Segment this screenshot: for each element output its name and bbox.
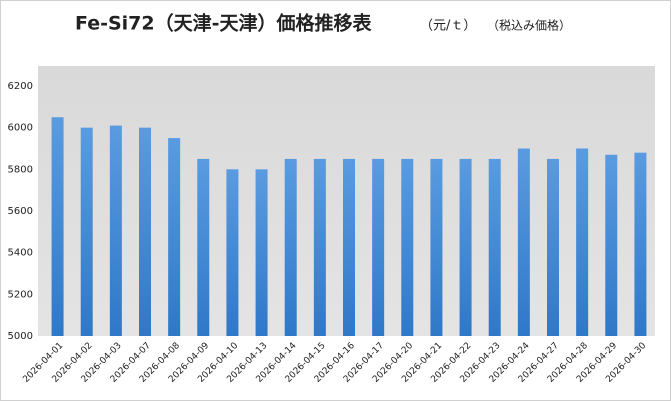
bar <box>313 158 326 336</box>
bar <box>459 158 472 336</box>
bar <box>488 158 501 336</box>
y-tick-label: 5200 <box>8 289 33 300</box>
bar <box>197 158 210 336</box>
y-tick-label: 5800 <box>8 164 33 175</box>
bar <box>634 152 647 336</box>
unit: （元/ｔ） <box>420 19 476 34</box>
y-tick-label: 5600 <box>8 206 33 217</box>
chart-title: Fe-Si72（天津-天津）価格推移表 <box>75 12 373 35</box>
y-tick-label: 6000 <box>8 123 33 134</box>
bar <box>255 169 268 336</box>
bar <box>517 148 530 336</box>
bar <box>401 158 414 336</box>
bar <box>343 158 355 336</box>
bar <box>109 125 122 336</box>
note: （税込み価格） <box>487 18 571 33</box>
y-tick-label: 6200 <box>8 81 33 92</box>
bar <box>372 158 385 336</box>
bar <box>139 127 151 337</box>
bar <box>80 127 93 337</box>
bar <box>168 138 181 336</box>
bar <box>605 154 618 336</box>
bar <box>51 117 64 336</box>
bar <box>576 148 589 336</box>
bar <box>430 158 443 336</box>
bar <box>284 158 297 336</box>
bar <box>226 169 239 336</box>
y-tick-label: 5400 <box>8 248 33 259</box>
bar <box>547 158 559 336</box>
y-tick-label: 5000 <box>8 331 33 342</box>
